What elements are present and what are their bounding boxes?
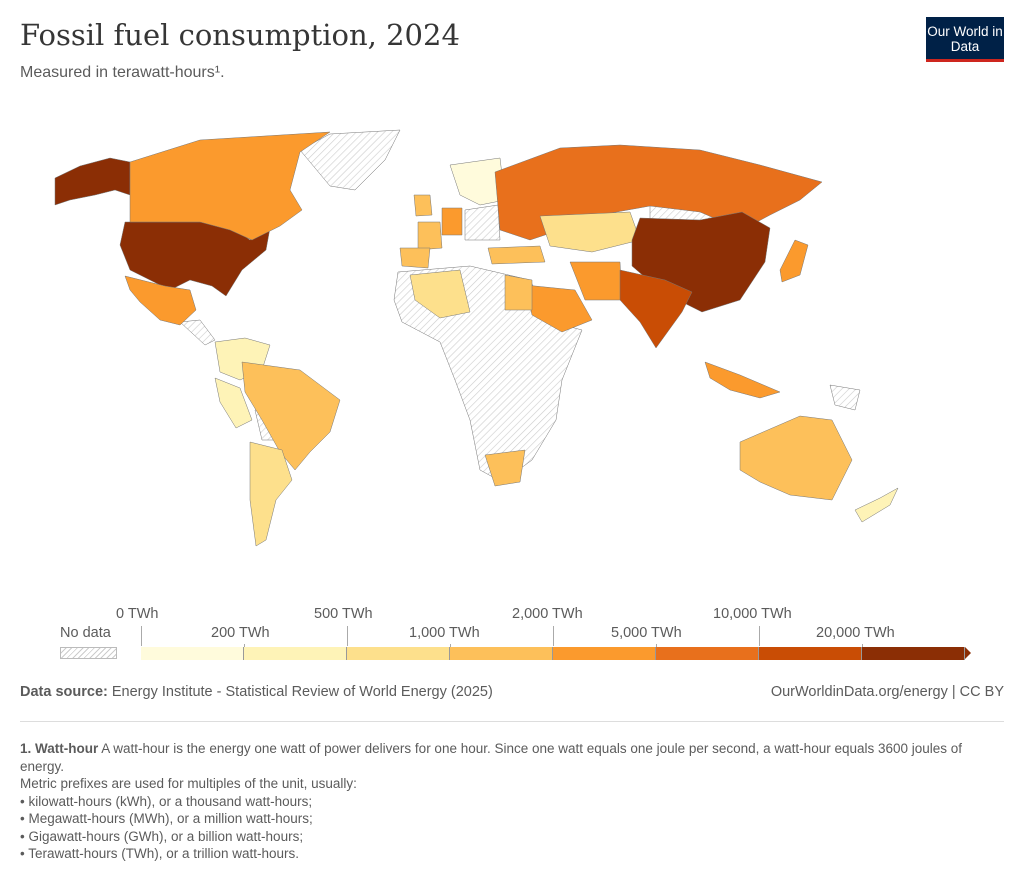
country-nodata-png[interactable]: [829, 384, 861, 411]
country-nodata-greenland[interactable]: [299, 129, 401, 191]
note-intro: Metric prefixes are used for multiples o…: [20, 776, 357, 791]
owid-link[interactable]: OurWorldinData.org/energy | CC BY: [770, 684, 1004, 700]
legend-tick-label: 500 TWh: [314, 606, 373, 622]
country-france[interactable]: [417, 221, 443, 251]
legend-tick-label: 5,000 TWh: [611, 625, 682, 641]
country-brazil[interactable]: [241, 361, 341, 471]
footnotes: 1. Watt-hour A watt-hour is the energy o…: [20, 740, 1005, 863]
legend-tick-label: 10,000 TWh: [713, 606, 792, 622]
country-new-zealand[interactable]: [854, 487, 899, 523]
chart-subtitle: Measured in terawatt-hours¹.: [20, 64, 225, 81]
chart-title: Fossil fuel consumption, 2024: [20, 18, 460, 52]
note-term: 1. Watt-hour: [20, 741, 99, 756]
data-source-text[interactable]: Energy Institute - Statistical Review of…: [111, 684, 493, 700]
world-map[interactable]: [0, 120, 1024, 560]
data-source: Data source: Energy Institute - Statisti…: [20, 684, 493, 700]
country-argentina[interactable]: [249, 441, 293, 547]
legend-bin[interactable]: [759, 647, 862, 660]
country-egypt[interactable]: [504, 274, 533, 311]
note-item: • Gigawatt-hours (GWh), or a billion wat…: [20, 828, 304, 844]
legend-bin[interactable]: [450, 647, 553, 660]
legend-no-data-label: No data: [60, 625, 111, 641]
country-spain[interactable]: [399, 247, 431, 269]
legend-no-data-swatch[interactable]: [60, 647, 117, 659]
legend-tick-label: 0 TWh: [116, 606, 159, 622]
legend-bin[interactable]: [656, 647, 759, 660]
country-nodata-easteu[interactable]: [464, 204, 501, 241]
country-germany[interactable]: [441, 207, 463, 236]
country-japan[interactable]: [779, 239, 809, 283]
legend-bin[interactable]: [141, 647, 244, 660]
country-india[interactable]: [619, 269, 693, 349]
owid-logo[interactable]: Our World in Data: [926, 17, 1004, 62]
note-definition: A watt-hour is the energy one watt of po…: [20, 741, 963, 774]
legend-tick-label: 200 TWh: [211, 625, 270, 641]
legend-tick-label: 1,000 TWh: [409, 625, 480, 641]
legend-tick-label: 2,000 TWh: [512, 606, 583, 622]
divider: [20, 721, 1004, 722]
country-mexico[interactable]: [124, 275, 197, 326]
country-kazakhstan[interactable]: [539, 211, 641, 253]
legend-tick-label: 20,000 TWh: [816, 625, 895, 641]
country-united-kingdom[interactable]: [413, 194, 433, 217]
country-canada[interactable]: [129, 131, 331, 241]
country-south-africa[interactable]: [484, 449, 526, 487]
legend-arrow: [965, 647, 971, 659]
legend-color-bar[interactable]: [141, 647, 971, 660]
country-alaska[interactable]: [54, 157, 131, 206]
note-item: • kilowatt-hours (kWh), or a thousand wa…: [20, 793, 313, 809]
country-nodata-centralam[interactable]: [179, 319, 216, 346]
legend-bin[interactable]: [244, 647, 347, 660]
legend-bin[interactable]: [862, 647, 965, 660]
legend-bin[interactable]: [553, 647, 656, 660]
country-indonesia[interactable]: [704, 361, 781, 399]
legend-bin[interactable]: [347, 647, 450, 660]
country-peru[interactable]: [214, 377, 253, 429]
country-algeria[interactable]: [409, 269, 471, 319]
note-item: • Megawatt-hours (MWh), or a million wat…: [20, 811, 313, 826]
note-item: • Terawatt-hours (TWh), or a trillion wa…: [20, 846, 300, 861]
country-nordics[interactable]: [449, 157, 506, 206]
country-turkey[interactable]: [487, 245, 546, 265]
country-australia[interactable]: [739, 415, 853, 501]
data-source-label: Data source:: [20, 684, 108, 700]
country-iran[interactable]: [569, 261, 623, 301]
